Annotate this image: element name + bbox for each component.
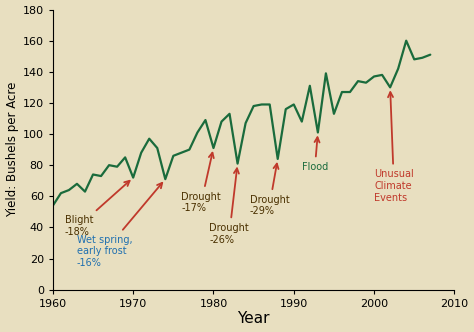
Text: Drought
-29%: Drought -29% <box>250 164 289 216</box>
Text: Unusual
Climate
Events: Unusual Climate Events <box>374 92 414 203</box>
Text: Blight
-18%: Blight -18% <box>65 181 129 236</box>
Text: Drought
-17%: Drought -17% <box>182 153 221 213</box>
Text: Drought
-26%: Drought -26% <box>210 168 249 244</box>
Text: Wet spring,
early frost
-16%: Wet spring, early frost -16% <box>77 183 162 268</box>
Text: Flood: Flood <box>302 137 328 172</box>
Y-axis label: Yield: Bushels per Acre: Yield: Bushels per Acre <box>6 82 18 217</box>
X-axis label: Year: Year <box>237 311 270 326</box>
